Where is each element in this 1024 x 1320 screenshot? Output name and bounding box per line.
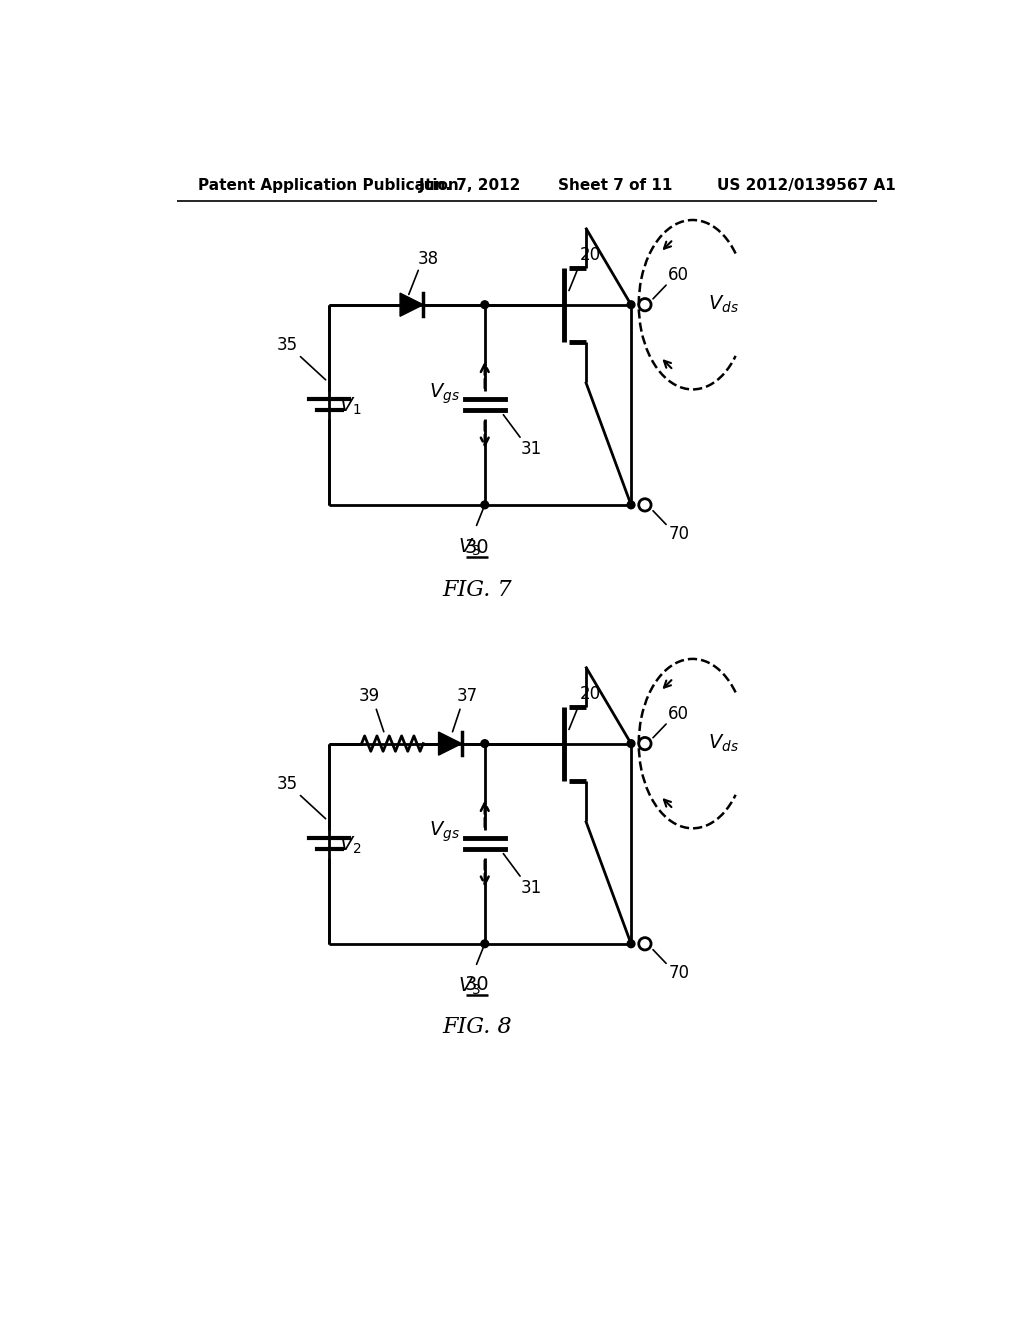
Text: US 2012/0139567 A1: US 2012/0139567 A1 bbox=[717, 178, 896, 193]
Text: 35: 35 bbox=[276, 775, 297, 792]
Circle shape bbox=[481, 301, 488, 309]
Circle shape bbox=[481, 940, 488, 948]
Text: 35: 35 bbox=[276, 335, 297, 354]
Polygon shape bbox=[400, 293, 423, 317]
Circle shape bbox=[628, 301, 635, 309]
Text: Sheet 7 of 11: Sheet 7 of 11 bbox=[558, 178, 673, 193]
Circle shape bbox=[628, 940, 635, 948]
Circle shape bbox=[481, 502, 488, 508]
Polygon shape bbox=[438, 733, 462, 755]
Text: 70: 70 bbox=[669, 964, 689, 982]
Text: 37: 37 bbox=[457, 686, 477, 705]
Circle shape bbox=[628, 739, 635, 747]
Text: 39: 39 bbox=[358, 686, 380, 705]
Text: $V_{ds}$: $V_{ds}$ bbox=[708, 294, 739, 315]
Text: FIG. 8: FIG. 8 bbox=[442, 1016, 512, 1038]
Text: $V_1$: $V_1$ bbox=[339, 396, 362, 417]
Text: 31: 31 bbox=[520, 879, 542, 898]
Text: Jun. 7, 2012: Jun. 7, 2012 bbox=[419, 178, 521, 193]
Text: 20: 20 bbox=[580, 246, 601, 264]
Text: 38: 38 bbox=[418, 249, 439, 268]
Text: 60: 60 bbox=[669, 705, 689, 723]
Text: 30: 30 bbox=[465, 975, 489, 994]
Text: $V_3$: $V_3$ bbox=[458, 975, 481, 997]
Text: Patent Application Publication: Patent Application Publication bbox=[199, 178, 459, 193]
Text: $V_3$: $V_3$ bbox=[458, 537, 481, 558]
Text: 20: 20 bbox=[580, 685, 601, 702]
Text: $V_{gs}$: $V_{gs}$ bbox=[429, 381, 460, 405]
Text: 31: 31 bbox=[520, 441, 542, 458]
Circle shape bbox=[628, 502, 635, 508]
Text: $V_2$: $V_2$ bbox=[340, 834, 362, 855]
Text: 60: 60 bbox=[669, 267, 689, 284]
Text: $V_{gs}$: $V_{gs}$ bbox=[429, 820, 460, 845]
Circle shape bbox=[481, 739, 488, 747]
Text: 30: 30 bbox=[465, 537, 489, 557]
Text: FIG. 7: FIG. 7 bbox=[442, 578, 512, 601]
Text: $V_{ds}$: $V_{ds}$ bbox=[708, 733, 739, 754]
Text: 70: 70 bbox=[669, 525, 689, 543]
